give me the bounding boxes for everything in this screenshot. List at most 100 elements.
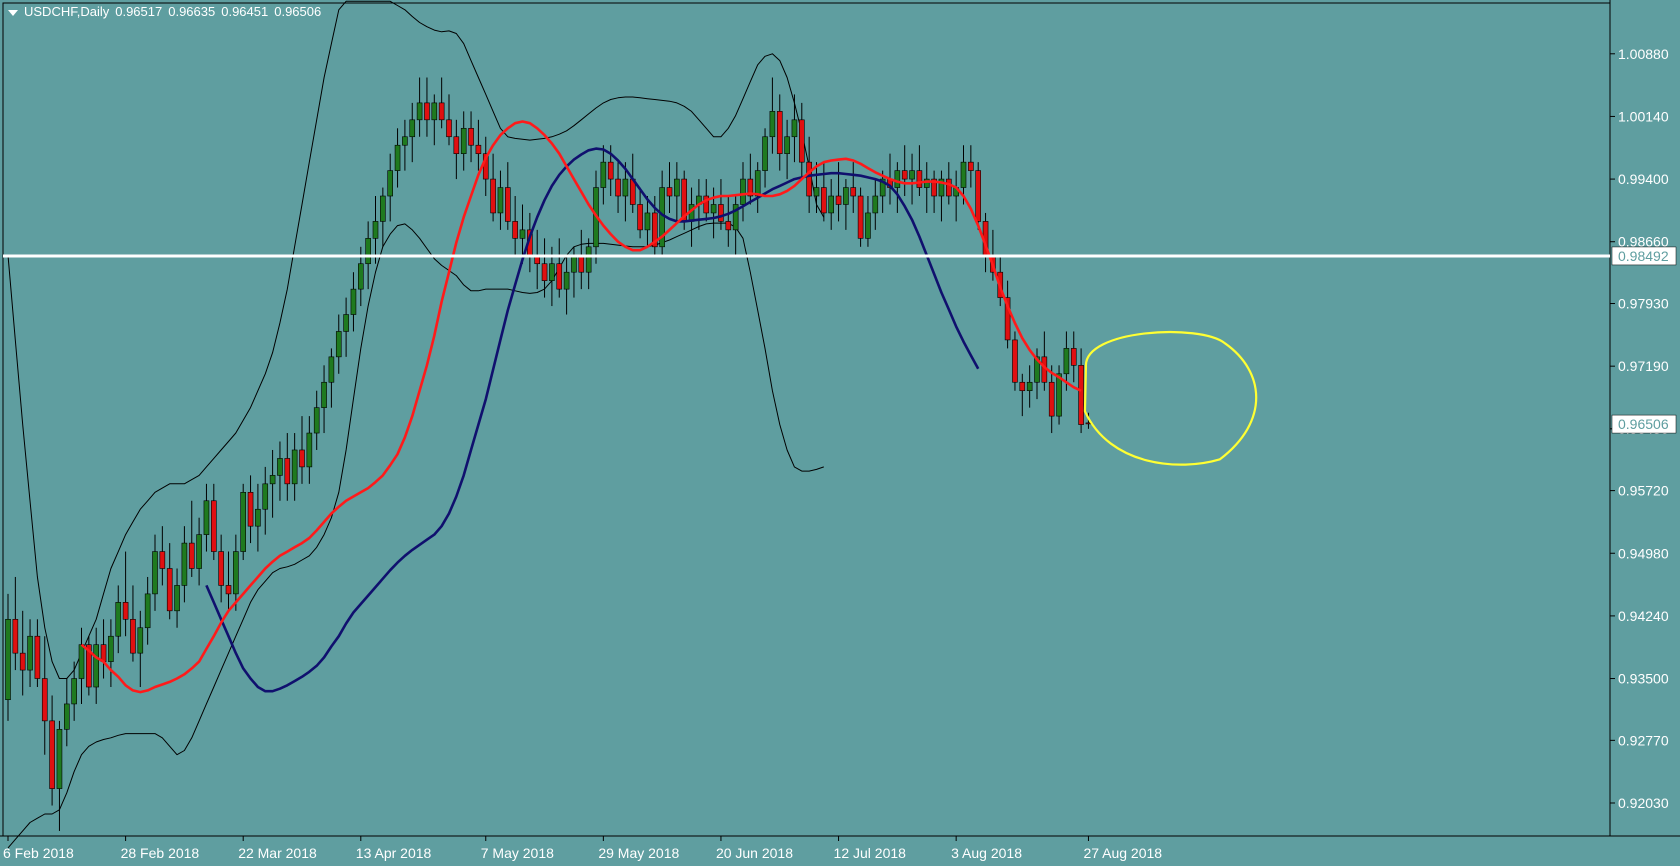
candle-bull[interactable]: [372, 221, 379, 239]
candle-bear[interactable]: [1012, 339, 1018, 383]
candle-bear[interactable]: [424, 102, 430, 121]
candle-bear[interactable]: [821, 187, 827, 214]
candle-bear[interactable]: [637, 204, 643, 231]
candle-bear[interactable]: [211, 500, 217, 552]
candle-bull[interactable]: [784, 136, 790, 154]
candle-bear[interactable]: [41, 678, 48, 722]
candle-bull[interactable]: [137, 627, 144, 654]
candle-bull[interactable]: [27, 635, 33, 671]
candle-bull[interactable]: [335, 331, 342, 358]
candle-bull[interactable]: [313, 407, 320, 434]
candle-bull[interactable]: [350, 288, 357, 315]
candle-bull[interactable]: [923, 178, 930, 188]
candle-bull[interactable]: [152, 551, 158, 595]
candle-bull[interactable]: [181, 542, 188, 586]
candle-bear[interactable]: [945, 178, 952, 197]
candle-bull[interactable]: [56, 729, 63, 789]
candle-bear[interactable]: [666, 187, 673, 197]
candle-bull[interactable]: [196, 534, 202, 569]
candle-bull[interactable]: [240, 492, 246, 552]
candle-bull[interactable]: [879, 178, 886, 197]
candle-bull[interactable]: [1034, 356, 1040, 383]
candle-bull[interactable]: [291, 449, 298, 485]
candle-bear[interactable]: [34, 635, 41, 679]
candle-bear[interactable]: [850, 187, 857, 197]
candle-bear[interactable]: [453, 136, 460, 154]
candle-bear[interactable]: [703, 195, 710, 214]
candle-bear[interactable]: [857, 195, 864, 239]
candle-bear[interactable]: [1004, 297, 1011, 341]
candle-bull[interactable]: [71, 678, 77, 705]
candle-bear[interactable]: [122, 602, 129, 620]
candle-bear[interactable]: [159, 551, 166, 569]
candle-bull[interactable]: [416, 102, 423, 121]
candle-bear[interactable]: [835, 195, 842, 205]
candle-bear[interactable]: [615, 178, 621, 197]
candle-bull[interactable]: [791, 119, 798, 138]
candle-bear[interactable]: [931, 178, 937, 197]
candle-bear[interactable]: [12, 618, 19, 654]
candle-bull[interactable]: [740, 178, 746, 205]
candle-bear[interactable]: [798, 119, 805, 163]
candle-bear[interactable]: [541, 263, 548, 281]
candle-bull[interactable]: [174, 585, 180, 612]
candle-bull[interactable]: [255, 508, 261, 527]
candle-bull[interactable]: [571, 254, 577, 273]
candle-bull[interactable]: [563, 271, 570, 290]
candle-bear[interactable]: [438, 102, 445, 121]
candle-bear[interactable]: [607, 161, 614, 180]
candle-bear[interactable]: [1070, 348, 1077, 366]
candle-bear[interactable]: [968, 161, 974, 171]
candle-bull[interactable]: [328, 356, 335, 383]
candle-bull[interactable]: [754, 170, 761, 197]
candle-bull[interactable]: [394, 144, 401, 171]
candle-bull[interactable]: [365, 238, 371, 265]
candle-bear[interactable]: [975, 170, 982, 222]
candle-bull[interactable]: [269, 475, 276, 485]
candle-bull[interactable]: [144, 593, 151, 629]
candle-bull[interactable]: [865, 212, 871, 239]
candle-bear[interactable]: [100, 644, 107, 662]
candle-bull[interactable]: [78, 644, 85, 679]
candle-bear[interactable]: [901, 170, 908, 180]
candle-bear[interactable]: [475, 144, 482, 154]
candle-bull[interactable]: [828, 195, 835, 214]
candle-bull[interactable]: [203, 500, 210, 535]
candle-bear[interactable]: [284, 458, 291, 485]
candle-bear[interactable]: [776, 111, 783, 154]
candle-bear[interactable]: [446, 119, 452, 138]
candle-bull[interactable]: [769, 111, 776, 138]
candle-bull[interactable]: [306, 432, 313, 468]
candle-bear[interactable]: [49, 720, 55, 789]
candle-bear[interactable]: [504, 187, 511, 222]
candle-bear[interactable]: [556, 263, 563, 290]
candle-bear[interactable]: [299, 449, 305, 468]
candle-bear[interactable]: [725, 221, 732, 231]
candle-bull[interactable]: [519, 229, 526, 239]
candle-bull[interactable]: [343, 314, 349, 332]
candle-bull[interactable]: [622, 178, 629, 197]
candle-bull[interactable]: [277, 458, 283, 476]
candle-bull[interactable]: [321, 381, 327, 408]
candle-bull[interactable]: [938, 178, 945, 197]
candle-bull[interactable]: [380, 195, 386, 222]
candle-bear[interactable]: [19, 652, 26, 671]
candle-bear[interactable]: [578, 254, 585, 273]
candle-bear[interactable]: [247, 492, 254, 527]
candle-bull[interactable]: [585, 246, 592, 273]
candle-bull[interactable]: [64, 703, 70, 730]
candle-bull[interactable]: [1056, 373, 1062, 417]
candle-bear[interactable]: [916, 170, 923, 188]
candle-bull[interactable]: [909, 170, 915, 180]
candle-bear[interactable]: [188, 542, 195, 569]
candle-bull[interactable]: [108, 635, 114, 662]
candle-bull[interactable]: [872, 195, 879, 214]
candle-bull[interactable]: [894, 170, 901, 188]
candle-bear[interactable]: [512, 221, 518, 239]
candle-bull[interactable]: [813, 187, 820, 197]
candle-bull[interactable]: [644, 212, 651, 231]
candle-bull[interactable]: [431, 102, 438, 121]
candle-bear[interactable]: [86, 644, 92, 688]
